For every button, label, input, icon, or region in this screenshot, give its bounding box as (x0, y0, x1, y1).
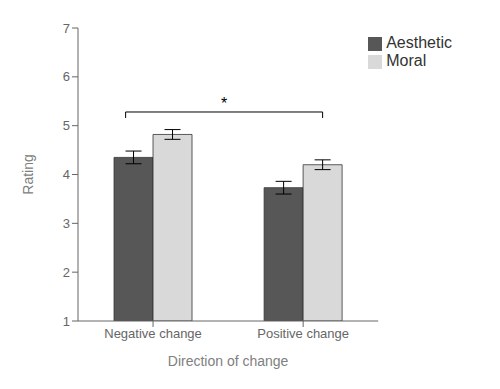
svg-text:7: 7 (63, 21, 70, 36)
svg-text:Positive change: Positive change (257, 326, 349, 341)
html-text:Moral: Moral (386, 52, 427, 69)
svg-text:Rating: Rating (20, 154, 36, 194)
svg-text:5: 5 (63, 118, 70, 133)
html-text:Aesthetic: Aesthetic (386, 34, 452, 51)
svg-text:Direction of change: Direction of change (168, 353, 289, 369)
svg-text:2: 2 (63, 265, 70, 280)
svg-text:4: 4 (63, 167, 70, 182)
svg-text:1: 1 (63, 314, 70, 329)
svg-text:3: 3 (63, 216, 70, 231)
svg-text:6: 6 (63, 69, 70, 84)
svg-text:*: * (221, 95, 227, 112)
svg-text:Negative change: Negative change (104, 326, 202, 341)
